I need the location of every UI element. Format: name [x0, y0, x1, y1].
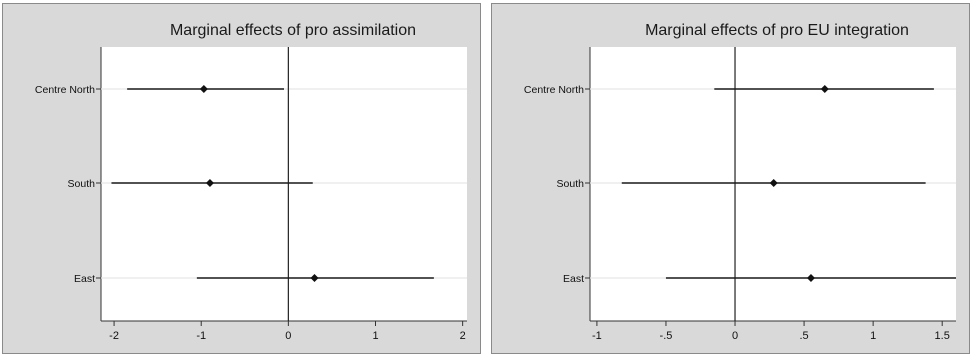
right-chart-panel: Marginal effects of pro EU integration -…	[491, 3, 970, 354]
point-estimate	[820, 85, 829, 93]
chart-title: Marginal effects of pro EU integration	[645, 22, 909, 39]
x-tick-label: 1.5	[935, 330, 950, 342]
point-estimate	[199, 85, 208, 93]
y-tick-label: South	[557, 178, 585, 190]
y-tick-label: Centre North	[524, 84, 584, 96]
point-estimate	[310, 274, 319, 282]
x-tick-label: .5	[799, 330, 808, 342]
y-tick-label: South	[68, 178, 96, 190]
y-tick-label: Centre North	[35, 84, 95, 96]
y-tick-label: East	[563, 273, 584, 285]
x-tick-label: 0	[285, 330, 291, 342]
chart-title: Marginal effects of pro assimilation	[170, 22, 416, 39]
x-tick-label: -1	[592, 330, 602, 342]
x-tick-label: -.5	[660, 330, 673, 342]
point-estimate	[205, 179, 214, 187]
y-tick-label: East	[74, 273, 95, 285]
point-estimate	[806, 274, 815, 282]
point-estimate	[769, 179, 778, 187]
x-tick-label: 0	[732, 330, 738, 342]
right-chart: Marginal effects of pro EU integration -…	[524, 22, 956, 342]
x-tick-label: 1	[372, 330, 378, 342]
left-chart: Marginal effects of pro assimilation -2 -…	[35, 22, 467, 342]
plot-area	[101, 47, 467, 321]
x-tick-label: -2	[109, 330, 119, 342]
x-tick-label: -1	[196, 330, 206, 342]
x-tick-label: 2	[460, 330, 466, 342]
x-tick-label: 1	[870, 330, 876, 342]
left-chart-panel: Marginal effects of pro assimilation -2 -…	[2, 3, 481, 354]
